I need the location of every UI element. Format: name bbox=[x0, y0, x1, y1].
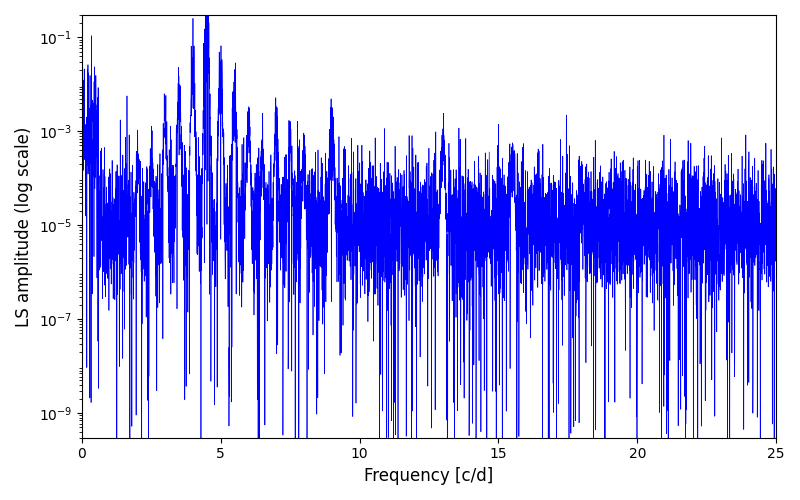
Y-axis label: LS amplitude (log scale): LS amplitude (log scale) bbox=[15, 126, 33, 326]
X-axis label: Frequency [c/d]: Frequency [c/d] bbox=[364, 467, 494, 485]
